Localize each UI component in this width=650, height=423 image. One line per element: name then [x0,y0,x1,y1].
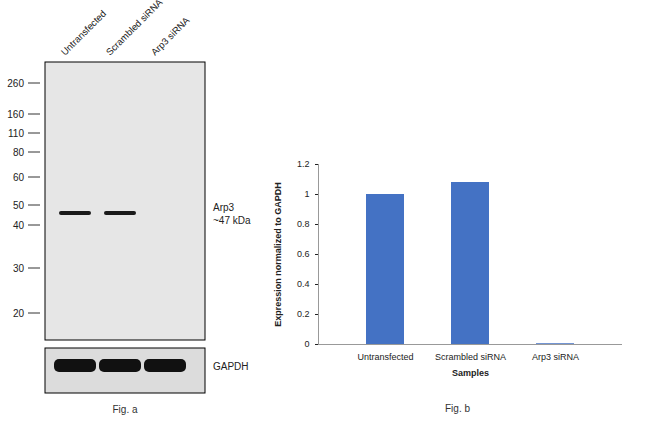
svg-text:40: 40 [13,220,25,231]
svg-text:GAPDH: GAPDH [213,361,249,372]
svg-text:0.4: 0.4 [297,279,310,289]
svg-text:Fig. a: Fig. a [112,404,137,415]
svg-text:Expression normalized to GAPDH: Expression normalized to GAPDH [273,182,283,327]
svg-text:Untransfected: Untransfected [357,352,413,362]
svg-text:0.6: 0.6 [297,249,310,259]
svg-text:Arp3 siRNA: Arp3 siRNA [532,352,579,362]
svg-text:~47 kDa: ~47 kDa [213,215,251,226]
svg-text:50: 50 [13,200,25,211]
svg-text:Scrambled siRNA: Scrambled siRNA [435,352,506,362]
svg-text:20: 20 [13,308,25,319]
svg-text:0: 0 [304,339,309,349]
svg-text:0.8: 0.8 [297,219,310,229]
svg-text:260: 260 [7,78,24,89]
svg-text:60: 60 [13,172,25,183]
svg-text:Arp3: Arp3 [213,202,235,213]
svg-text:0.2: 0.2 [297,309,310,319]
svg-text:Arp3 siRNA: Arp3 siRNA [149,14,192,57]
svg-text:1: 1 [304,189,309,199]
svg-text:30: 30 [13,263,25,274]
svg-text:Samples: Samples [452,368,489,378]
svg-text:1.2: 1.2 [297,159,310,169]
svg-text:160: 160 [7,109,24,120]
html-text:Fig. b: Fig. b [445,403,470,414]
svg-text:110: 110 [8,128,24,139]
svg-text:Untransfected: Untransfected [59,8,109,58]
svg-text:80: 80 [13,147,25,158]
